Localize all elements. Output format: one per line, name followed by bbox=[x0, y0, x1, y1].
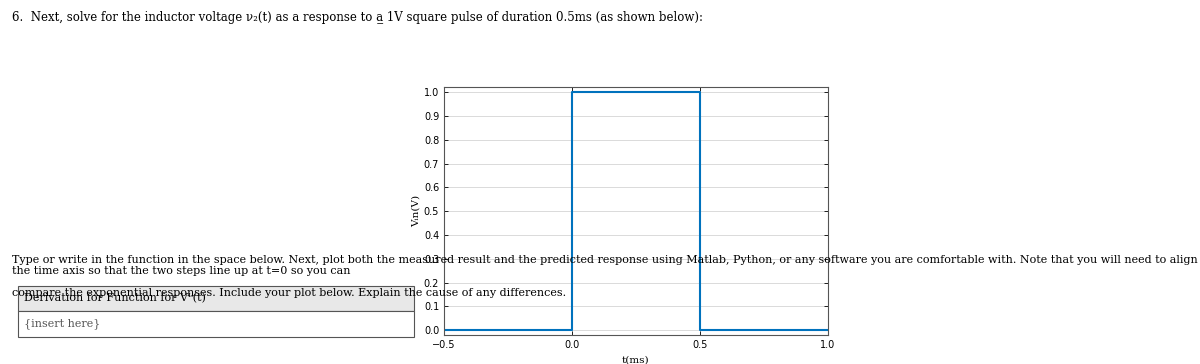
Y-axis label: Vᵢn(V): Vᵢn(V) bbox=[412, 195, 421, 227]
Text: Derivation for Function for Vᴸ(t): Derivation for Function for Vᴸ(t) bbox=[24, 293, 206, 304]
Text: Type or write in the function in the space below. Next, plot both the measured r: Type or write in the function in the spa… bbox=[12, 255, 1198, 276]
Text: 6.  Next, solve for the inductor voltage ν₂(t) as a response to a̲ 1V square pul: 6. Next, solve for the inductor voltage … bbox=[12, 11, 703, 24]
X-axis label: t(ms): t(ms) bbox=[622, 355, 650, 364]
Text: compare the exponential responses. Include your plot below. Explain the cause of: compare the exponential responses. Inclu… bbox=[12, 288, 566, 297]
Text: {insert here}: {insert here} bbox=[24, 318, 101, 329]
